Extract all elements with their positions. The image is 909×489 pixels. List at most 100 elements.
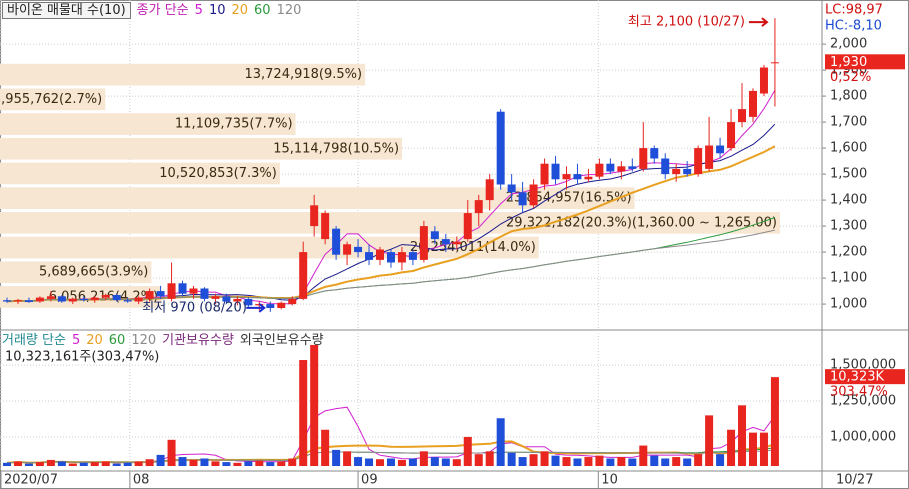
volume-bar — [463, 436, 472, 466]
volume-bar — [386, 458, 395, 466]
volume-label: 거래량 단순 — [2, 333, 66, 348]
volume-bar — [255, 460, 264, 466]
candle-body — [167, 283, 176, 299]
y-tick-label: 1,300 — [830, 219, 867, 234]
candle-body — [562, 174, 571, 180]
volume-ma-legend: 5 — [71, 333, 81, 348]
candle-body — [441, 239, 450, 245]
candle-body — [24, 300, 33, 303]
candle-body — [2, 300, 11, 302]
candle-body — [650, 148, 659, 159]
volume-bar — [90, 462, 99, 466]
volume-bar — [266, 462, 275, 466]
y-tick-label: 1,100 — [830, 271, 867, 286]
volume-bar — [485, 451, 494, 466]
volume-profile-bar — [0, 113, 296, 135]
volume-bar — [2, 462, 11, 466]
ma-label: 종가 단순 — [136, 3, 189, 18]
candle-body — [354, 246, 363, 253]
volume-bar — [211, 461, 220, 466]
volume-bar — [321, 429, 330, 466]
low-arrow — [246, 303, 266, 313]
candle-body — [222, 296, 231, 302]
volume-profile-bar — [0, 137, 403, 160]
volume-bar — [672, 457, 681, 466]
candle-body — [759, 67, 768, 94]
volume-bar — [430, 457, 439, 466]
candle-body — [321, 213, 330, 240]
volume-profile-label: 20,254,011(14.0%) — [410, 240, 536, 255]
volume-bar — [650, 455, 659, 466]
volume-bar — [584, 457, 593, 466]
volume-profile-bar — [0, 261, 152, 284]
volume-profile-label: 11,109,735(7.7%) — [175, 117, 293, 132]
candle-body — [13, 300, 22, 302]
candle-body — [397, 252, 406, 263]
candle-body — [200, 288, 209, 299]
high-annotation: 최고 2,100 (10/27) — [628, 15, 745, 30]
volume-bar — [573, 458, 582, 466]
ma-legend: 120 — [276, 3, 302, 18]
candle-body — [430, 231, 439, 240]
volume-bar — [310, 344, 319, 466]
candle-body — [123, 300, 132, 302]
candle-body — [595, 163, 604, 177]
price-change: 0,52% — [830, 70, 871, 85]
volume-bar — [123, 462, 132, 466]
candle-body — [485, 179, 494, 201]
price-legend: 바이온 매물대 수(10) 종가 단순 5 10 20 60 120 — [2, 2, 307, 20]
candle-body — [46, 296, 55, 299]
candle-body — [79, 298, 88, 301]
volume-bar — [551, 455, 560, 466]
volume-bar — [24, 463, 33, 466]
candle-body — [277, 302, 286, 308]
candle-body — [101, 294, 110, 298]
volume-bar — [628, 458, 637, 466]
y-tick-label: 1,600 — [830, 141, 867, 156]
holding-legend: 기관보유수량 — [162, 333, 234, 348]
volume-bar — [639, 445, 648, 466]
volume-bar — [716, 454, 725, 466]
hc-label: HC:-8,10 — [825, 19, 882, 34]
volume-bar — [222, 462, 231, 466]
volume-bar — [661, 458, 670, 466]
volume-bar — [244, 461, 253, 466]
volume-bar — [759, 432, 768, 466]
y-tick-label: 2,000 — [830, 37, 867, 52]
last-price: 1,930 — [830, 55, 867, 70]
candle-body — [507, 184, 516, 193]
candle-body — [748, 90, 757, 117]
volume-bar — [727, 429, 736, 466]
candle-body — [233, 298, 242, 302]
volume-bar — [518, 457, 527, 466]
volume-tag — [825, 369, 905, 385]
candle-body — [332, 228, 341, 255]
candle-body — [705, 145, 714, 169]
volume-profile-label: 5,689,665(3.9%) — [39, 265, 148, 280]
volume-tick-label: 1,500,000 — [830, 358, 896, 373]
candle-body — [68, 298, 77, 302]
volume-bar — [452, 459, 461, 466]
candle-body — [683, 168, 692, 175]
candle-body — [178, 283, 187, 294]
candle-body — [661, 158, 670, 175]
candle-body — [738, 109, 747, 123]
candle-body — [386, 252, 395, 263]
ma-legend: 60 — [254, 3, 271, 18]
volume-bar — [299, 360, 308, 466]
volume-profile-bar — [0, 63, 366, 86]
candle-body — [716, 145, 725, 154]
candle-body — [408, 252, 417, 260]
volume-bar — [35, 462, 44, 466]
candle-body — [299, 252, 308, 299]
volume-profile-label: 3,955,762(2.7%) — [0, 92, 102, 107]
candle-body — [584, 176, 593, 180]
volume-ma-legend: 60 — [108, 333, 126, 348]
candle-body — [727, 122, 736, 149]
y-tick-label: 1,800 — [830, 89, 867, 104]
candle-body — [266, 304, 275, 308]
candle-body — [540, 163, 549, 185]
volume-bar — [540, 451, 549, 466]
candle-body — [573, 174, 582, 180]
